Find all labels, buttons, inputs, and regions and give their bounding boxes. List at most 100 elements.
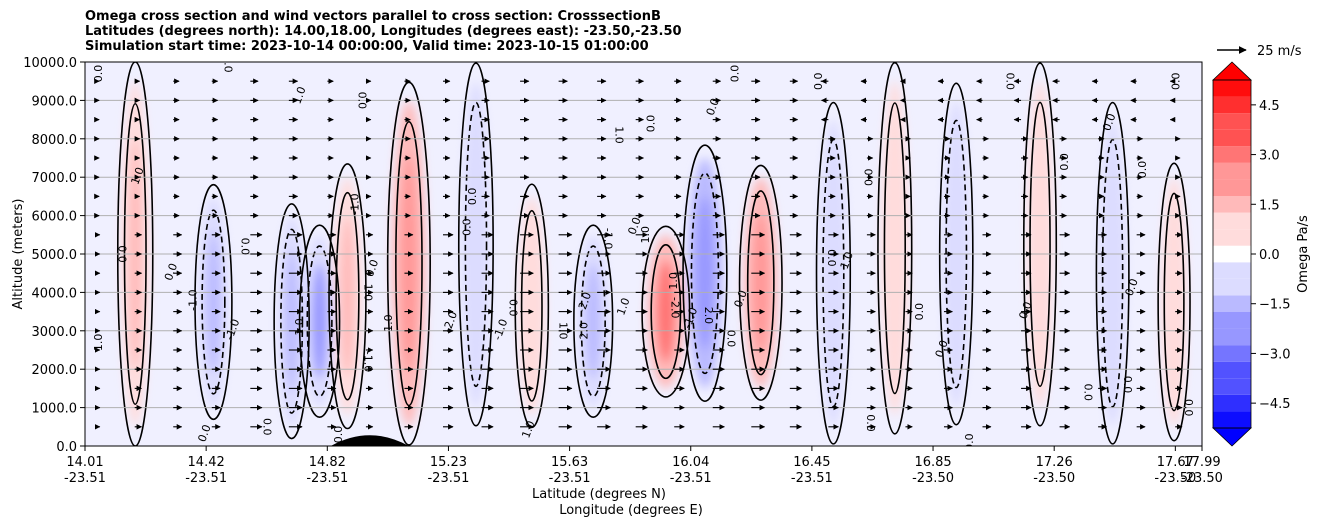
contour-zero-17 [1157, 162, 1191, 442]
contour-label: 0.0 [864, 414, 877, 432]
contour-label: 0.0 [1082, 383, 1095, 401]
x-tick-label-lon: -23.50 [1181, 471, 1223, 486]
contour-label: 0.0 [238, 238, 251, 256]
contour-label: 0.0 [1121, 376, 1134, 394]
x-tick-label-lat: 16.04 [672, 455, 709, 470]
contour-label: 1.0 [92, 334, 105, 352]
y-tick-label: 10000.0 [23, 56, 77, 71]
contour-label: 1.0 [639, 226, 652, 244]
contour-label: 1.0 [382, 314, 395, 332]
contour-label: 0.0 [460, 218, 473, 236]
vector-key: 25 m/s [1217, 44, 1302, 59]
contour-label: 0.0 [363, 258, 381, 279]
contour-label: 1.0 [667, 272, 680, 290]
x-tick-label-lat: 17.26 [1036, 455, 1073, 470]
contour-label: 0.0 [645, 115, 658, 133]
colorbar-band [1213, 162, 1251, 180]
colorbar-tick-label: 0.0 [1259, 248, 1280, 263]
contour-label: 0.0 [1182, 399, 1195, 417]
y-tick-label: 5000.0 [32, 248, 78, 263]
colorbar-tick-label: 3.0 [1259, 149, 1280, 164]
colorbar-band [1213, 345, 1251, 362]
x-tick-label-lon: -23.50 [912, 471, 954, 486]
omega-core-4 [311, 263, 328, 379]
contour-label: 0.0 [1058, 153, 1071, 171]
contour-4 [306, 245, 333, 398]
contour-label: 1.0 [519, 419, 537, 440]
contour-zero-16 [1095, 101, 1130, 445]
contour-zero-1 [194, 183, 233, 421]
contour-3 [335, 191, 360, 401]
x-tick-label-lon: -23.51 [64, 471, 106, 486]
contour-label: 1.0 [290, 85, 308, 106]
contour-label: 0.0 [704, 96, 722, 117]
contour-label: -2.0 [668, 297, 681, 318]
colorbar-band [1213, 113, 1251, 130]
y-tick-label: 8000.0 [32, 133, 78, 148]
y-tick-label: 1000.0 [32, 402, 78, 417]
y-tick-label: 4000.0 [32, 286, 78, 301]
colorbar: −4.5 −3.0 −1.5 0.0 1.5 3.0 4.5 [1211, 61, 1291, 447]
contour-label: 0.0 [356, 92, 369, 110]
omega-core-7 [525, 232, 539, 379]
colorbar-band [1213, 378, 1251, 395]
colorbar-band [1213, 278, 1251, 296]
omega-core-8 [585, 263, 601, 379]
contour-label: -1.0 [187, 289, 200, 310]
contour-label: 0.0 [1123, 277, 1141, 298]
contour-label: 0.0 [1004, 72, 1017, 90]
contour-label: 0.0 [195, 423, 213, 444]
contour-label: 0.0 [812, 72, 825, 90]
contour-label: 1.0 [613, 126, 626, 144]
contour-label: 2.0 [578, 322, 591, 340]
colorbar-band [1213, 262, 1251, 279]
contour-label: 0.0 [506, 299, 519, 317]
colorbar-tick-label: −3.0 [1259, 347, 1291, 362]
contour-zero-4 [298, 224, 341, 419]
vector-key-label: 25 m/s [1257, 44, 1302, 59]
colorbar-tick-label: −1.5 [1259, 298, 1291, 313]
contour-zero-8 [573, 224, 614, 419]
omega-core-9 [656, 260, 676, 363]
y-tick-label: 2000.0 [32, 363, 78, 378]
contour-zero-13 [877, 62, 913, 435]
x-tick-label-lat: 15.63 [551, 455, 588, 470]
colorbar-band [1213, 129, 1251, 147]
x-tick-label-lon: -23.51 [791, 471, 833, 486]
colorbar-band [1213, 411, 1251, 428]
colorbar-band [1213, 80, 1251, 97]
contour-7 [520, 209, 543, 402]
x-tick-label-lat: 14.42 [188, 455, 225, 470]
colorbar-band [1213, 179, 1251, 196]
contour-label: 0.0 [261, 418, 274, 436]
wind-vectors [94, 78, 1183, 430]
y-tick-label: 6000.0 [32, 210, 78, 225]
omega-core-13 [888, 136, 902, 360]
colorbar-tick-label: 1.5 [1259, 198, 1280, 213]
x-tick-label-lat: 16.45 [793, 455, 830, 470]
x-tick-label-lat: 14.01 [66, 455, 103, 470]
contour-2 [280, 228, 304, 414]
contour-label: 0.0 [626, 215, 644, 236]
contour-label: 0.0 [963, 433, 976, 451]
contour-label: 0.0 [825, 249, 838, 267]
contour-label: 1.0 [222, 55, 235, 73]
omega-core-10 [696, 196, 714, 350]
colorbar-extend-top [1211, 61, 1253, 81]
colorbar-band [1213, 328, 1251, 346]
contour-label: 0.0 [933, 338, 951, 359]
contour-label: 2.0 [702, 307, 715, 325]
colorbar-band [1213, 312, 1251, 329]
contour-label: 1.0 [293, 318, 306, 336]
contour-label: 0.0 [1170, 72, 1183, 90]
chart-title-line-1: Omega cross section and wind vectors par… [85, 9, 661, 24]
contour-11 [746, 190, 775, 376]
colorbar-band [1213, 212, 1251, 230]
contour-1 [201, 209, 226, 395]
y-tick-label: 7000.0 [32, 171, 78, 186]
omega-core-6 [469, 135, 483, 354]
y-tick-label: 3000.0 [32, 325, 78, 340]
contour-15 [1029, 101, 1051, 388]
contour-label: 0.0 [1136, 161, 1149, 179]
contour-label: 0.0 [913, 303, 926, 321]
